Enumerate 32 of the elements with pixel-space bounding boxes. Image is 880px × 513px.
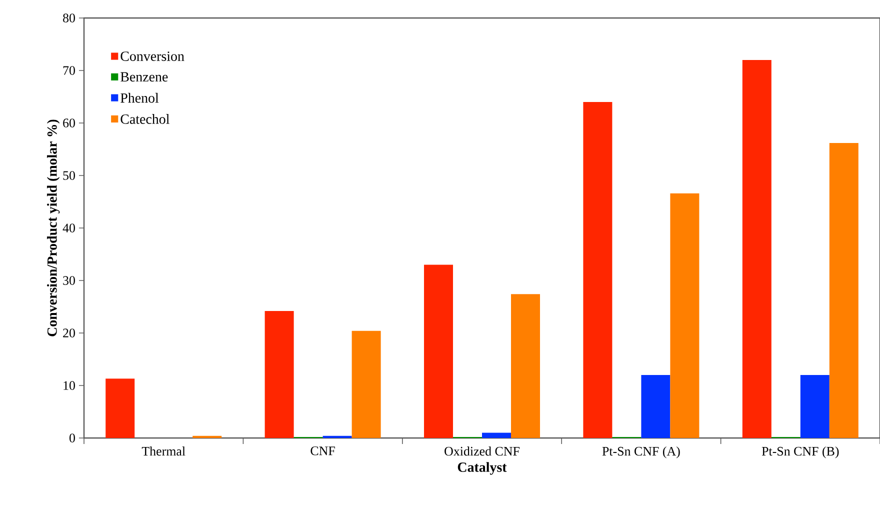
y-tick-label: 70 xyxy=(63,66,75,75)
bar xyxy=(106,378,135,438)
x-tick-label: Pt-Sn CNF (B) xyxy=(762,446,839,458)
y-tick-label: 80 xyxy=(63,14,75,22)
bar xyxy=(424,264,454,438)
legend-label: Phenol xyxy=(120,92,159,103)
bar xyxy=(742,60,772,438)
bar xyxy=(800,375,830,438)
x-tick-label: CNF xyxy=(310,446,335,456)
y-tick-label: 40 xyxy=(62,224,75,232)
bar xyxy=(583,102,612,438)
legend-label: Catechol xyxy=(120,114,170,124)
y-tick-label: 60 xyxy=(63,118,75,128)
bar xyxy=(641,375,670,438)
bar xyxy=(511,294,540,438)
y-tick-label: 20 xyxy=(63,328,75,338)
bar xyxy=(829,142,858,438)
legend-label: Conversion xyxy=(120,52,184,61)
y-tick-label: 50 xyxy=(63,171,75,180)
y-tick-label: 10 xyxy=(64,381,75,390)
x-tick-label: Thermal xyxy=(142,446,186,456)
x-axis-title: Catalyst xyxy=(458,462,507,475)
legend-label: Benzene xyxy=(120,72,168,82)
bar xyxy=(670,193,700,438)
y-axis-title: Conversion/Product yield (molar %) xyxy=(46,120,60,336)
y-tick-label: 0 xyxy=(70,434,75,442)
x-tick-label: Oxidized CNF xyxy=(444,446,520,456)
bar xyxy=(264,310,294,438)
x-tick-label: Pt-Sn CNF (A) xyxy=(602,446,680,458)
y-tick-label: 30 xyxy=(63,276,75,285)
bar xyxy=(482,432,512,438)
bar xyxy=(352,330,381,438)
